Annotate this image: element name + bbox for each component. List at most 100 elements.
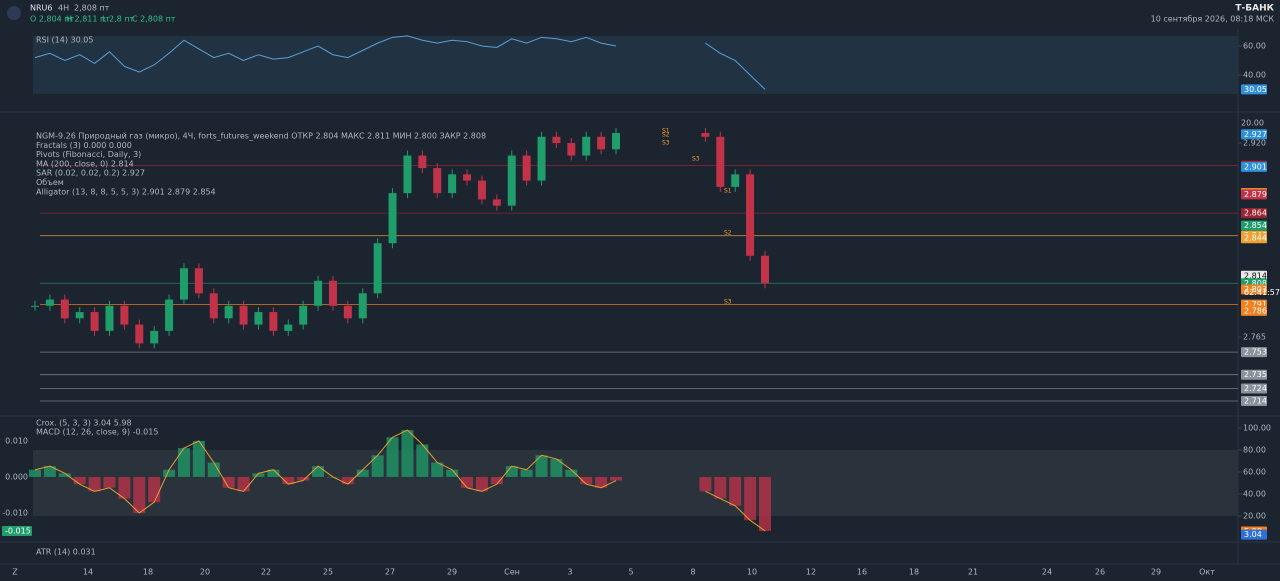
symbol: NRU6 [30,4,53,13]
candle [90,312,99,331]
candle [552,136,561,144]
macd-bar [148,476,161,503]
macd-bar [267,469,280,477]
macd-bar [744,476,757,521]
macd-bar [356,469,369,477]
osc-legend: MACD (12, 26, close, 9) -0.015 [36,428,158,437]
price-marker [1241,220,1267,231]
price-marker-label: 2.808 [1244,279,1267,288]
stoch-marker [1241,529,1267,540]
legend-line: NGM-9.26 Природный газ (микро), 4Ч, fort… [36,132,486,141]
candle [239,305,248,325]
macd-bar [550,458,563,477]
candle [537,136,546,181]
candle [373,243,382,294]
x-tick-label: 21 [968,568,978,577]
x-tick-label: 14 [83,568,93,577]
candle [567,143,576,156]
macd-bar [312,466,325,477]
macd-bar [416,444,429,477]
price-marker-label: 2.814 [1244,271,1267,280]
macd-line [705,490,766,532]
candle [224,305,233,319]
price-marker-label: 2.735 [1244,370,1267,379]
macd-bar [163,469,176,477]
x-tick-label: 27 [385,568,395,577]
candle [328,280,337,306]
candle [194,268,203,294]
price-marker-label: 2.724 [1244,384,1267,393]
ticker-icon [7,6,21,20]
candle [254,312,263,325]
x-tick-label: Окт [1199,568,1215,577]
price-marker-label: 2.786 [1244,306,1267,315]
candle [179,268,188,300]
legend-line: Pivots (Fibonacci, Daily, 3) [36,150,141,159]
candle [284,324,293,331]
price-marker [1241,305,1267,316]
legend-line: Alligator (13, 8, 8, 5, 5, 3) 2.901 2.87… [36,187,216,196]
x-tick-label: 16 [857,568,867,577]
x-tick-label: Сен [504,568,520,577]
macd-bar [401,430,414,477]
candle [45,299,54,306]
rsi-legend: RSI (14) 30.05 [36,36,93,45]
pivot-label: S2 [724,230,732,237]
price-marker [1241,369,1267,380]
macd-bar [610,476,623,481]
macd-bar [341,476,354,485]
rsi-marker-label: 30.05 [1244,85,1267,94]
candle [463,174,472,181]
candle [403,155,412,194]
candle [75,312,84,319]
candle [761,255,769,284]
stoch-band [33,450,1238,516]
price: 2,808 пт [74,4,110,13]
x-tick-label: 22 [261,568,271,577]
candle [299,305,308,325]
ohlc: O 2,804 пт [30,15,75,24]
candle [507,155,516,206]
tick-label: 2.920 [1243,139,1266,148]
candle [582,136,591,156]
x-tick-label: 5 [628,568,633,577]
rsi-line [34,35,617,73]
macd-bar [88,476,101,492]
candle [343,305,352,319]
x-tick-label: 20 [200,568,210,577]
macd-marker-label: -0.015 [5,526,31,535]
price-marker-label: 2.803 [1244,285,1267,294]
candle [150,330,159,344]
tick-label: 80.00 [1243,446,1266,455]
macd-bar [58,473,71,477]
macd-bar [103,476,116,488]
macd-bar [222,476,235,488]
macd-bar [461,476,474,488]
candle [165,299,174,331]
x-tick-label: Z [12,568,18,577]
macd-bar [29,469,41,477]
price-marker-label: 2.927 [1244,130,1267,139]
x-tick-label: 18 [909,568,919,577]
pivot-label: S3 [724,299,732,306]
macd-bar [282,476,295,485]
macd-marker [2,525,32,536]
candle [31,305,39,307]
candle [358,293,367,319]
macd-bar [699,476,712,492]
macd-bar [297,476,310,481]
price-marker-label: 2.879 [1244,190,1267,199]
ohlc: H 2,811 пт [66,15,110,24]
price-marker [1241,189,1267,200]
macd-tick-label: 0.010 [5,436,28,445]
macd-line [34,429,617,514]
macd-bar [714,476,727,499]
macd-bar [237,476,250,492]
macd-bar [431,462,444,477]
tick-label: 40.00 [1243,70,1266,79]
atr-legend: ATR (14) 0.031 [36,548,96,557]
macd-bar [207,462,220,477]
price-marker [1241,208,1267,219]
candle [746,174,755,256]
